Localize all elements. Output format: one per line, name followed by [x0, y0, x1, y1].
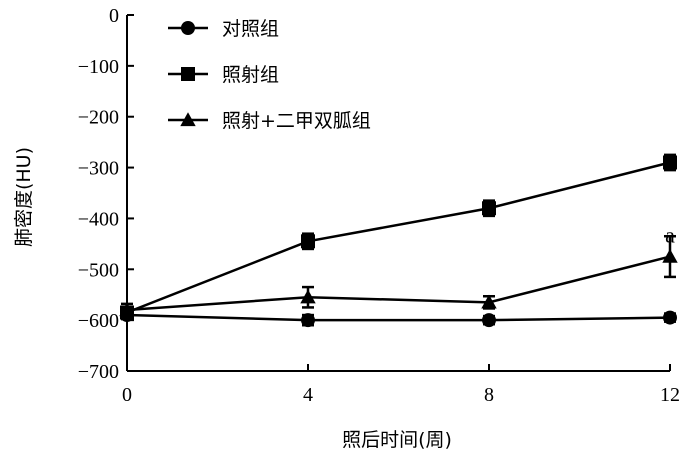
series-3: [119, 234, 678, 318]
square-marker: [301, 234, 315, 249]
triangle-marker: [180, 112, 196, 127]
legend-label: 照射+二甲双胍组: [222, 110, 371, 132]
y-axis-title: 肺密度(HU): [13, 147, 35, 247]
triangle-marker: [119, 302, 135, 317]
series-1: [120, 308, 677, 328]
y-tick-label: −200: [78, 107, 119, 129]
legend-item: 对照组: [168, 18, 279, 40]
series-layer: [119, 153, 678, 328]
y-tick-label: −600: [78, 310, 119, 332]
y-tick-label: −700: [78, 361, 119, 383]
x-tick-label: 12: [660, 384, 680, 406]
square-marker: [482, 201, 496, 216]
y-tick-label: −500: [78, 259, 119, 281]
significance-annotation: a: [665, 222, 675, 247]
x-axis-ticks: 0 4 8 12: [122, 364, 680, 406]
x-tick-label: 8: [484, 384, 494, 406]
series-line: [126, 161, 671, 314]
series-line: [126, 255, 671, 312]
legend-label: 照射组: [222, 64, 279, 86]
circle-marker: [181, 21, 195, 35]
annotations: a: [665, 222, 675, 247]
x-tick-label: 4: [303, 384, 313, 406]
legend-item: 照射组: [168, 64, 279, 86]
circle-marker: [301, 313, 315, 328]
y-axis-ticks: 0 −100 −200 −300 −400 −500 −600 −700: [78, 5, 134, 383]
square-marker: [663, 155, 677, 170]
y-tick-label: −300: [78, 158, 119, 180]
circle-marker: [482, 313, 496, 328]
x-axis-title: 照后时间(周): [342, 429, 452, 451]
y-tick-label: 0: [109, 5, 119, 27]
square-marker: [181, 67, 195, 81]
series-line: [126, 313, 671, 322]
triangle-marker: [662, 248, 678, 263]
legend-item: 照射+二甲双胍组: [168, 110, 371, 132]
circle-marker: [663, 310, 677, 325]
y-tick-label: −100: [78, 56, 119, 78]
y-tick-label: −400: [78, 208, 119, 230]
triangle-marker: [481, 294, 497, 309]
series-2: [120, 153, 677, 320]
legend-label: 对照组: [222, 18, 279, 40]
x-tick-label: 0: [122, 384, 132, 406]
triangle-marker: [300, 289, 316, 304]
